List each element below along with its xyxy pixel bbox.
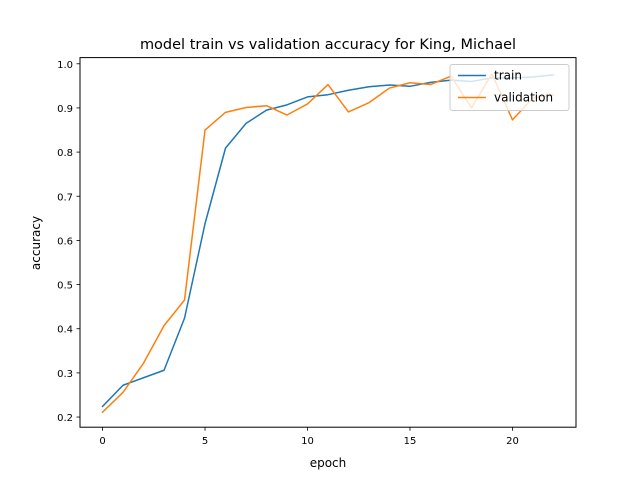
x-tick-label: 10 — [301, 436, 314, 447]
y-tick-label: 0.3 — [57, 369, 73, 380]
y-tick-label: 0.9 — [57, 104, 73, 115]
x-axis-label: epoch — [310, 456, 347, 470]
chart-title: model train vs validation accuracy for K… — [140, 37, 516, 53]
series-line-validation — [101, 73, 555, 414]
y-tick-label: 0.8 — [57, 148, 73, 159]
series-layer — [101, 73, 555, 414]
y-tick-label: 0.2 — [57, 413, 73, 424]
x-tick-label: 0 — [99, 436, 105, 447]
legend: train validation — [449, 64, 570, 111]
y-ticks: 0.2 0.3 0.4 0.5 0.6 0.7 0.8 0.9 1.0 — [57, 60, 80, 424]
x-tick-label: 20 — [506, 436, 519, 447]
legend-label-train: train — [494, 69, 522, 83]
y-tick-label: 0.6 — [57, 236, 73, 247]
x-tick-label: 5 — [202, 436, 208, 447]
x-tick-label: 15 — [404, 436, 417, 447]
axes-frame — [79, 57, 577, 428]
y-tick-label: 0.7 — [57, 192, 73, 203]
legend-label-validation: validation — [494, 91, 553, 105]
y-tick-label: 0.5 — [57, 281, 73, 292]
series-line-train — [101, 73, 555, 408]
y-tick-label: 0.4 — [57, 325, 73, 336]
y-axis-label: accuracy — [29, 216, 43, 270]
x-ticks: 0 5 10 15 20 — [99, 427, 519, 447]
y-tick-label: 1.0 — [57, 60, 73, 71]
